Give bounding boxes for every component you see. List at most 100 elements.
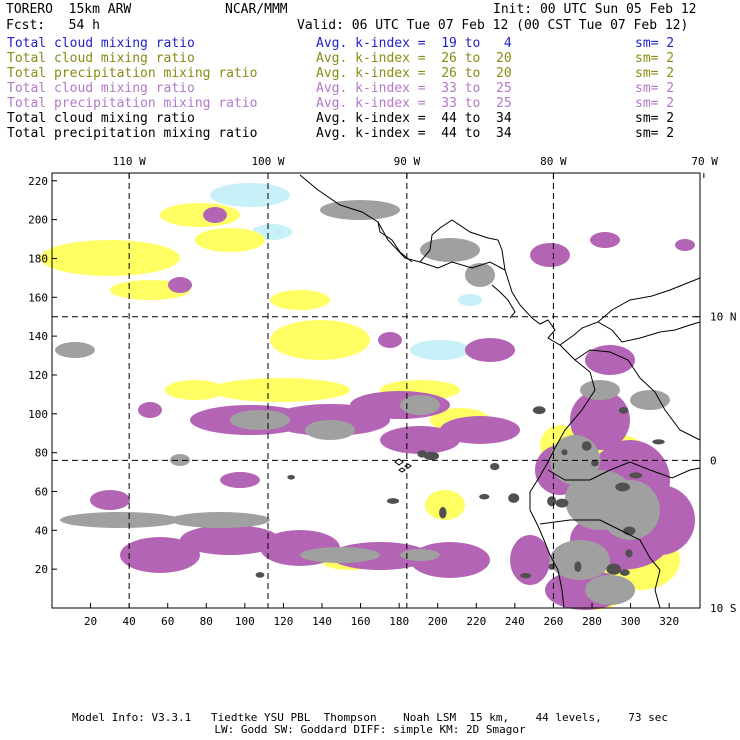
coastlines [299,174,701,609]
longitude-label: 100 W [251,155,284,168]
legend-field: Total cloud mixing ratio [7,81,195,96]
dark-core [619,569,630,576]
latitude-label: 0 [710,454,717,467]
legend-kindex: Avg. k-index = 26 to 20 [316,66,512,81]
yellow-patch [160,203,240,227]
y-tick-label: 140 [28,330,48,343]
purple-patch [138,402,162,418]
dark-core [386,498,400,504]
latitude-label: 10 N [710,311,737,324]
y-tick-label: 80 [35,447,48,460]
gray-patch [230,410,290,430]
purple-patch [90,490,130,510]
purple-patch [585,345,635,375]
purple-patch [440,416,520,444]
axis-ticks: 20 40 60 80 100 120 140 160 180 200 220 240 260 280 30… [28,155,736,628]
dark-core [479,493,490,500]
dark-core [574,561,582,572]
legend-kindex: Avg. k-index = 44 to 34 [316,111,512,126]
cloud-patch [410,340,470,360]
gray-patch [465,263,495,287]
x-tick-label: 320 [659,615,679,628]
legend-kindex: Avg. k-index = 19 to 4 [316,36,512,51]
dark-core [652,439,665,445]
gray-patch [550,540,610,580]
legend-sm: sm= 2 [635,51,675,66]
valid-time: Valid: 06 UTC Tue 07 Feb 12 (00 CST Tue … [297,18,689,33]
purple-patch [378,332,402,348]
gray-patch [320,200,400,220]
init-time: Init: 00 UTC Sun 05 Feb 12 [493,2,697,17]
dark-core [623,526,636,536]
legend-sm: sm= 2 [635,96,675,111]
dark-core [629,472,643,479]
legend-sm: sm= 2 [635,36,675,51]
purple-patch [120,537,200,573]
purple-patch [675,239,695,251]
physics-info: LW: Godd SW: Goddard DIFF: simple KM: 2D… [214,723,526,736]
longitude-label: 80 W [540,155,567,168]
dark-core [591,459,599,467]
dark-core [547,496,557,507]
purple-patch [510,535,550,585]
purple-patch [380,426,460,454]
dark-core [615,482,630,492]
yellow-patch [270,290,330,310]
x-tick-label: 220 [466,615,486,628]
gray-patch [585,575,635,605]
dark-core [508,493,520,503]
x-tick-label: 200 [428,615,448,628]
y-tick-label: 40 [35,524,48,537]
purple-patch [203,207,227,223]
legend-field: Total precipitation mixing ratio [7,126,258,141]
dark-core [618,407,629,414]
yellow-patch [195,228,265,252]
purple-patch [530,243,570,267]
gray-patch [400,549,440,561]
x-tick-label: 280 [582,615,602,628]
gray-patch [630,390,670,410]
cloud-patch [458,294,482,306]
longitude-label: 110 W [113,155,146,168]
yellow-patch [425,490,465,520]
organization: NCAR/MMM [225,2,288,17]
gray-patch [170,454,190,466]
weather-map: 20 40 60 80 100 120 140 160 180 200 220 240 260 280 30… [28,155,736,628]
x-tick-label: 160 [351,615,371,628]
purple-patch [180,525,280,555]
dark-core [625,549,633,558]
x-tick-label: 60 [161,615,174,628]
dark-core [417,450,428,458]
gray-patch [420,238,480,262]
gray-patch [580,380,620,400]
dark-core [490,463,500,471]
gray-patch [60,512,180,528]
x-tick-label: 120 [273,615,293,628]
yellow-patch [165,380,225,400]
legend-kindex: Avg. k-index = 44 to 34 [316,126,512,141]
y-tick-label: 60 [35,485,48,498]
y-tick-label: 20 [35,563,48,576]
yellow-patch [210,378,350,402]
y-tick-label: 160 [28,291,48,304]
x-tick-label: 180 [389,615,409,628]
x-tick-label: 260 [543,615,563,628]
legend-field: Total cloud mixing ratio [7,51,195,66]
y-tick-label: 200 [28,214,48,227]
gray-patch [55,342,95,358]
purple-patch [168,277,192,293]
legend-sm: sm= 2 [635,81,675,96]
legend-kindex: Avg. k-index = 33 to 25 [316,96,512,111]
legend-sm: sm= 2 [635,111,675,126]
dark-core [439,507,447,519]
dark-core [581,441,592,451]
longitude-label: 90 W [394,155,421,168]
lat-lon-grid [52,173,700,608]
y-tick-label: 100 [28,408,48,421]
dark-core [287,475,295,480]
dark-core [555,498,569,508]
x-tick-label: 100 [235,615,255,628]
latitude-label: 10 S [710,602,737,615]
legend-field: Total precipitation mixing ratio [7,66,258,81]
y-tick-label: 120 [28,369,48,382]
